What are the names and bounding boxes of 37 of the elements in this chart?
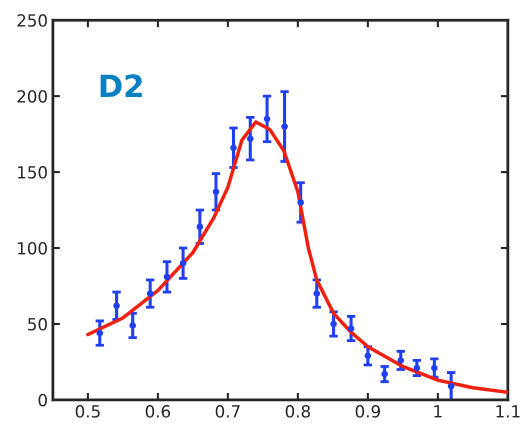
- x-tick-label: 0.8: [286, 405, 310, 418]
- point: [212, 188, 220, 196]
- point: [348, 325, 354, 332]
- point: [146, 290, 154, 297]
- point: [431, 364, 438, 372]
- x-tick-label: 1.1: [496, 405, 520, 418]
- y-tick-label: 0: [38, 394, 47, 406]
- line-series: [86, 120, 508, 394]
- y-tick-label: 250: [17, 14, 47, 27]
- point: [129, 322, 136, 329]
- point: [313, 290, 320, 297]
- x-tick-label: 0.9: [356, 405, 380, 418]
- point: [264, 116, 270, 122]
- point: [230, 144, 237, 152]
- point: [246, 135, 254, 142]
- annotation: D2: [100, 74, 142, 97]
- x-tick-label: 0.5: [76, 405, 100, 418]
- point: [448, 382, 454, 390]
- x-tick-label: 1: [434, 405, 442, 418]
- point: [381, 370, 388, 378]
- y-tick-label: 50: [28, 318, 47, 331]
- y-tick-label: 150: [18, 166, 47, 179]
- point: [297, 199, 304, 206]
- point: [330, 320, 337, 328]
- point: [180, 260, 186, 267]
- y-tick-label: 100: [18, 242, 47, 255]
- x-tick-label: 0.6: [146, 405, 170, 418]
- point: [196, 223, 204, 230]
- point: [113, 302, 120, 310]
- point: [364, 352, 372, 360]
- point: [281, 123, 288, 130]
- y-tick-label: 200: [17, 90, 47, 103]
- point: [96, 330, 104, 336]
- point: [397, 357, 404, 364]
- point: [414, 364, 420, 372]
- point: [164, 274, 170, 280]
- x-tick-label: 0.7: [216, 405, 240, 418]
